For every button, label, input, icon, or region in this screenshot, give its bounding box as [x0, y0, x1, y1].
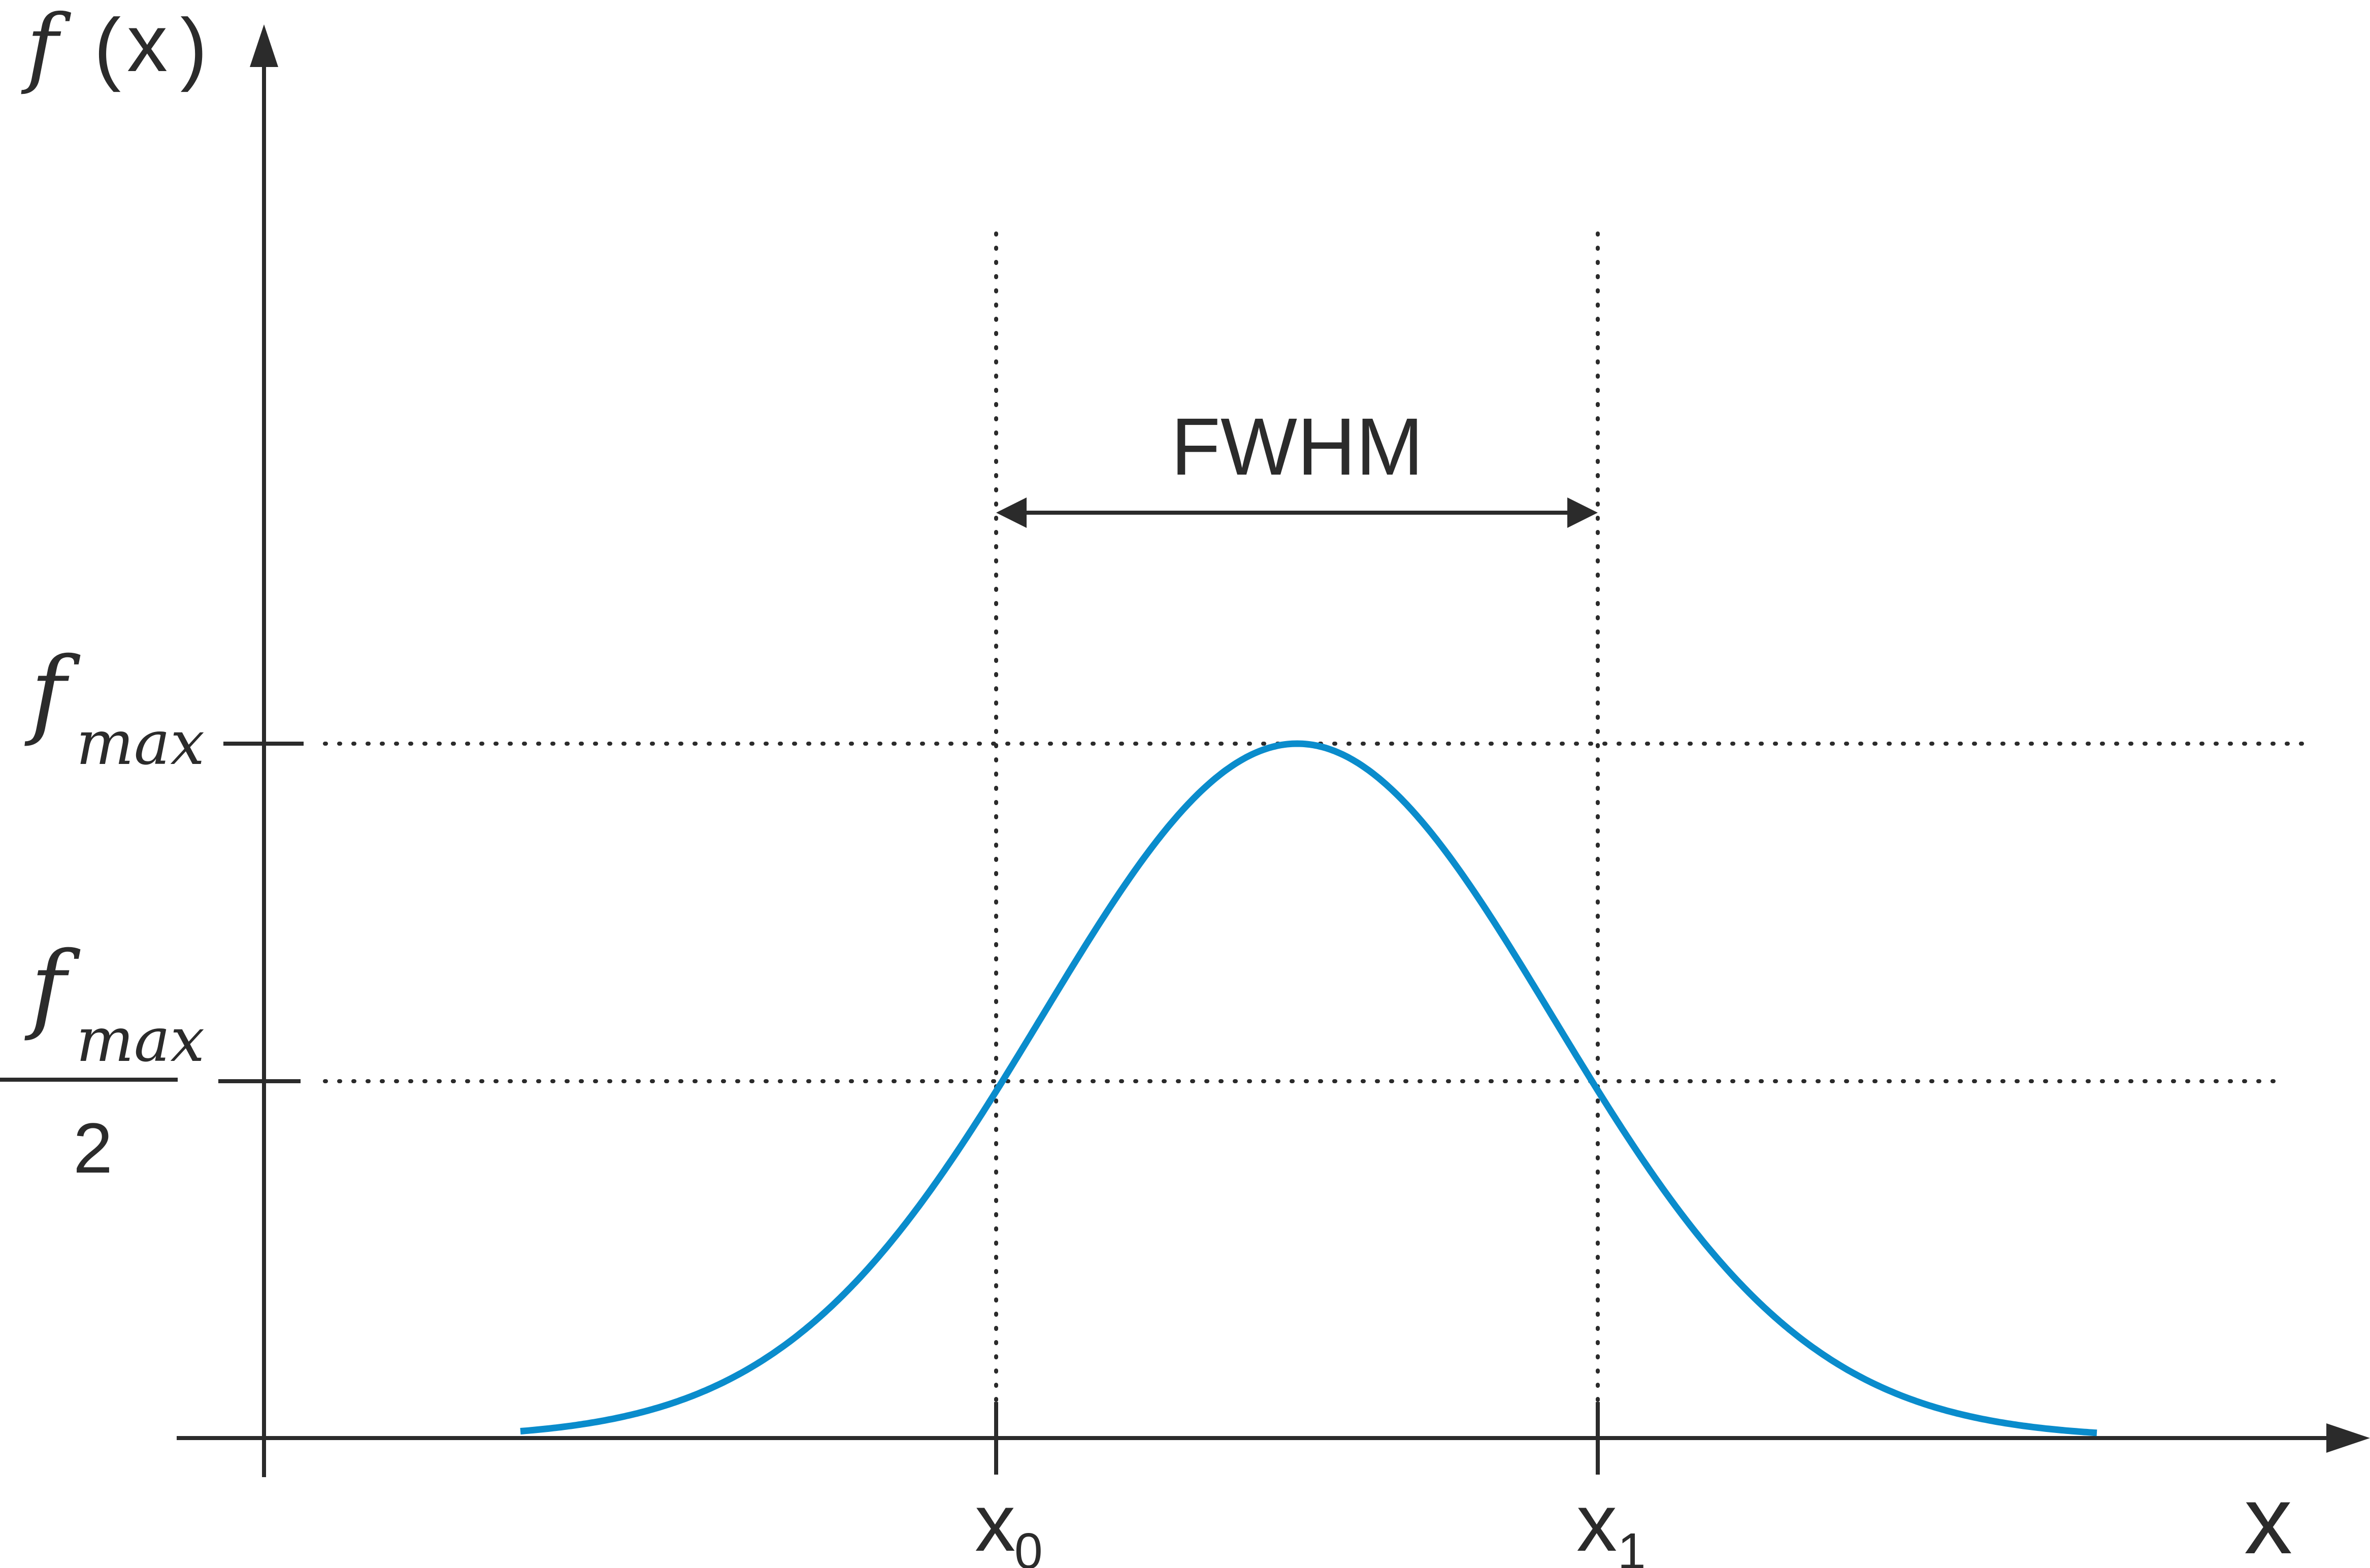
fwhm-arrowhead-right — [1567, 497, 1598, 528]
x-axis-arrowhead — [2326, 1423, 2370, 1453]
x0-label: x 0 — [975, 1477, 1043, 1568]
y-axis-label: f ( x ) — [21, 0, 207, 97]
x1-label: x 1 — [1576, 1477, 1646, 1568]
x1-label-x: x — [1576, 1477, 1617, 1568]
y-axis-arrowhead — [250, 24, 278, 67]
x0-label-x: x — [975, 1477, 1015, 1568]
gaussian-curve — [519, 740, 2098, 1437]
x0-label-subscript: 0 — [1014, 1523, 1043, 1568]
half-max-label-f: f — [24, 931, 81, 1043]
half-max-label-denominator: 2 — [73, 1108, 113, 1188]
x-axis-label: x — [2244, 1466, 2292, 1568]
y-axis-label-f: f — [21, 0, 72, 97]
fwhm-label: FWHM — [1171, 401, 1424, 492]
fwhm-arrowhead-left — [996, 497, 1027, 528]
fmax-label: f max — [24, 637, 205, 779]
y-axis — [250, 24, 278, 1477]
y-axis-label-x: x — [127, 0, 168, 88]
half-max-label: f max 2 — [0, 931, 205, 1188]
half-max-label-subscript: max — [76, 1005, 205, 1076]
fmax-label-f: f — [24, 637, 81, 749]
y-axis-label-close-paren: ) — [180, 2, 207, 92]
fwhm-arrow — [996, 497, 1598, 528]
fmax-label-subscript: max — [76, 708, 205, 779]
x-axis — [177, 1423, 2370, 1453]
y-axis-label-open-paren: ( — [94, 2, 121, 92]
x1-label-subscript: 1 — [1618, 1523, 1646, 1568]
